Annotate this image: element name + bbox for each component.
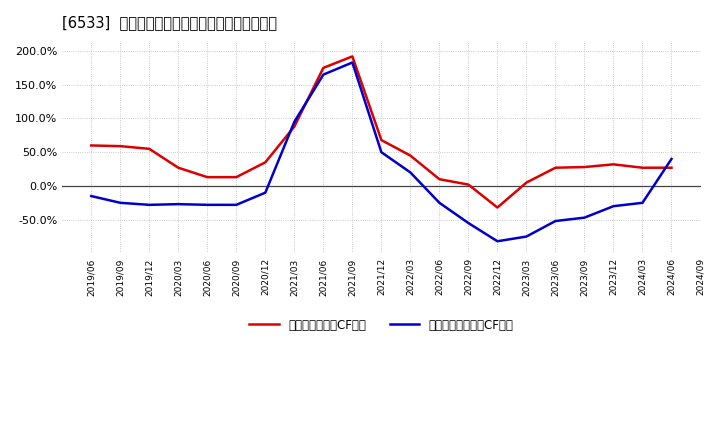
有利子負債営業CF比率	[493, 205, 502, 210]
有利子負債フリーCF比率	[261, 190, 270, 195]
有利子負債フリーCF比率	[87, 194, 96, 199]
有利子負債営業CF比率	[609, 162, 618, 167]
Text: [6533]  有利子負債キャッシュフロー比率の推移: [6533] 有利子負債キャッシュフロー比率の推移	[62, 15, 277, 30]
Line: 有利子負債営業CF比率: 有利子負債営業CF比率	[91, 56, 672, 208]
有利子負債営業CF比率	[667, 165, 676, 170]
有利子負債営業CF比率	[116, 143, 125, 149]
有利子負債営業CF比率	[145, 146, 153, 151]
有利子負債フリーCF比率	[116, 200, 125, 205]
有利子負債フリーCF比率	[203, 202, 212, 208]
有利子負債フリーCF比率	[580, 215, 589, 220]
有利子負債営業CF比率	[638, 165, 647, 170]
有利子負債フリーCF比率	[638, 200, 647, 205]
有利子負債営業CF比率	[551, 165, 559, 170]
有利子負債営業CF比率	[290, 124, 299, 129]
有利子負債フリーCF比率	[319, 72, 328, 77]
有利子負債フリーCF比率	[348, 60, 356, 65]
有利子負債営業CF比率	[522, 180, 531, 185]
有利子負債フリーCF比率	[464, 220, 473, 226]
有利子負債フリーCF比率	[377, 150, 386, 155]
有利子負債フリーCF比率	[609, 204, 618, 209]
有利子負債フリーCF比率	[551, 218, 559, 224]
有利子負債フリーCF比率	[522, 234, 531, 239]
Line: 有利子負債フリーCF比率: 有利子負債フリーCF比率	[91, 62, 672, 241]
有利子負債営業CF比率	[464, 182, 473, 187]
有利子負債営業CF比率	[319, 65, 328, 70]
有利子負債フリーCF比率	[232, 202, 240, 208]
有利子負債営業CF比率	[580, 165, 589, 170]
Legend: 有利子負債営業CF比率, 有利子負債フリーCF比率: 有利子負債営業CF比率, 有利子負債フリーCF比率	[245, 314, 518, 337]
有利子負債営業CF比率	[377, 137, 386, 143]
有利子負債フリーCF比率	[145, 202, 153, 208]
有利子負債営業CF比率	[174, 165, 183, 170]
有利子負債営業CF比率	[406, 153, 415, 158]
有利子負債営業CF比率	[203, 175, 212, 180]
有利子負債フリーCF比率	[493, 238, 502, 244]
有利子負債営業CF比率	[261, 160, 270, 165]
有利子負債フリーCF比率	[435, 200, 444, 205]
有利子負債営業CF比率	[87, 143, 96, 148]
有利子負債営業CF比率	[435, 176, 444, 182]
有利子負債フリーCF比率	[290, 119, 299, 125]
有利子負債フリーCF比率	[406, 170, 415, 175]
有利子負債営業CF比率	[348, 54, 356, 59]
有利子負債フリーCF比率	[174, 202, 183, 207]
有利子負債フリーCF比率	[667, 156, 676, 161]
有利子負債営業CF比率	[232, 175, 240, 180]
